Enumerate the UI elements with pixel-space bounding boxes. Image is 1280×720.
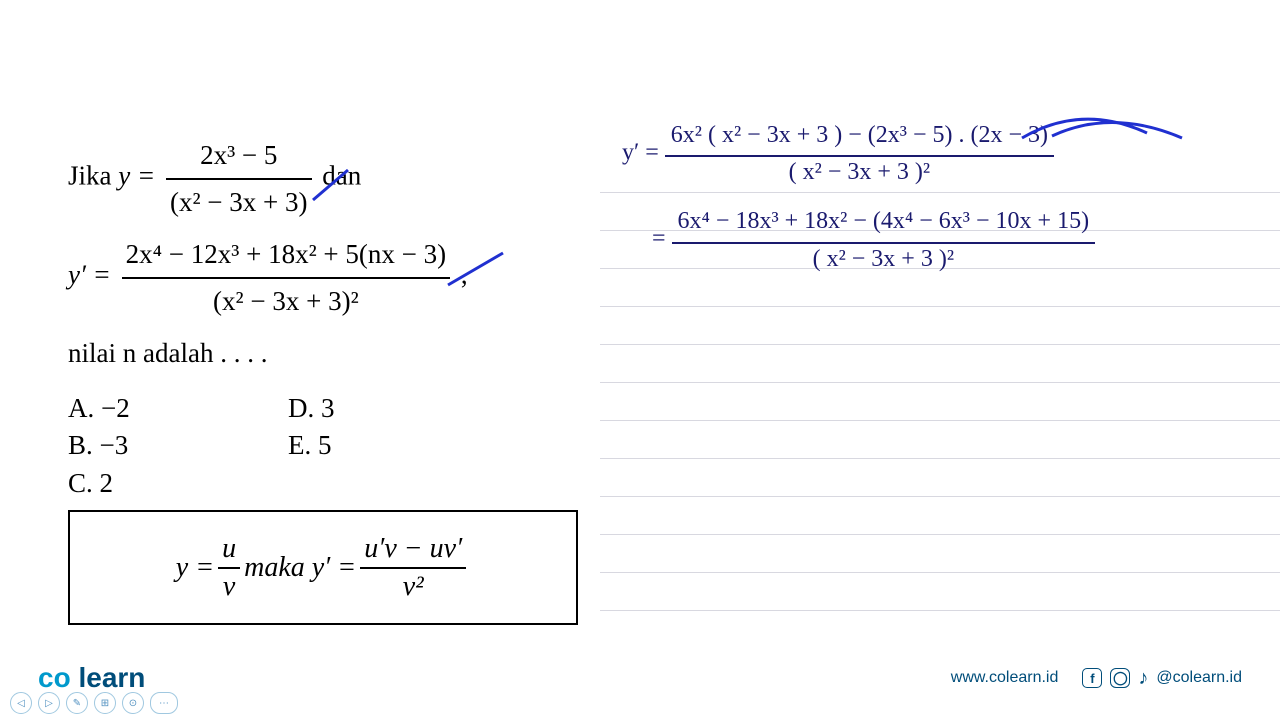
hw-line2-num: 6x⁴ − 18x³ + 18x² − (4x⁴ − 6x³ − 10x + 1…: [672, 206, 1096, 243]
fraction-2: 2x⁴ − 12x³ + 18x² + 5(nx − 3) (x² − 3x +…: [122, 234, 451, 321]
logo-learn: learn: [78, 662, 145, 693]
problem-line1: Jika y = 2x³ − 5 (x² − 3x + 3) dan: [68, 135, 588, 222]
formula-rhs-den: v²: [360, 569, 466, 603]
handwriting-block: y′ = 6x² ( x² − 3x + 3 ) − (2x³ − 5) . (…: [622, 120, 1232, 283]
hw-line1-den: ( x² − 3x + 3 )²: [789, 159, 930, 185]
footer-right: www.colearn.id f ◯ ♪ @colearn.id: [951, 667, 1242, 690]
yprime-equals: y′ =: [68, 260, 118, 290]
more-button[interactable]: ⋯: [150, 692, 178, 714]
hw-yprime: y′ =: [622, 140, 665, 166]
social-icons: f ◯ ♪ @colearn.id: [1082, 667, 1242, 690]
facebook-icon: f: [1082, 668, 1102, 688]
arc-annotation: [1012, 108, 1212, 148]
formula-u: u: [218, 533, 240, 569]
hw-line2: = 6x⁴ − 18x³ + 18x² − (4x⁴ − 6x³ − 10x +…: [622, 206, 1232, 274]
option-b: B. −3: [68, 427, 288, 465]
footer-url: www.colearn.id: [951, 669, 1059, 687]
social-handle: @colearn.id: [1156, 669, 1242, 687]
option-d: D. 3: [288, 390, 508, 428]
comma: ,: [461, 260, 468, 290]
hw-line1-num: 6x² ( x² − 3x + 3 ) − (2x³ − 5) . (2x − …: [665, 120, 1054, 157]
footer: co learn www.colearn.id f ◯ ♪ @colearn.i…: [0, 658, 1280, 698]
frac2-denominator: (x² − 3x + 3)²: [122, 279, 451, 322]
zoom-button[interactable]: ⊙: [122, 692, 144, 714]
menu-button[interactable]: ⊞: [94, 692, 116, 714]
frac1-denominator: (x² − 3x + 3): [166, 180, 312, 223]
formula-uv: u v: [218, 533, 240, 603]
frac1-numerator: 2x³ − 5: [166, 135, 312, 180]
fraction-1: 2x³ − 5 (x² − 3x + 3): [166, 135, 312, 222]
player-controls: ◁ ▷ ✎ ⊞ ⊙ ⋯: [10, 692, 178, 714]
logo-co: co: [38, 662, 71, 693]
formula-maka: maka y′ =: [244, 552, 356, 584]
tiktok-icon: ♪: [1138, 667, 1148, 690]
play-button[interactable]: ▷: [38, 692, 60, 714]
instagram-icon: ◯: [1110, 668, 1130, 688]
dan-text: dan: [322, 161, 361, 191]
hw-line2-den: ( x² − 3x + 3 )²: [813, 246, 954, 272]
problem-line2: y′ = 2x⁴ − 12x³ + 18x² + 5(nx − 3) (x² −…: [68, 234, 588, 321]
logo: co learn: [38, 662, 145, 694]
formula-box: y = u v maka y′ = u′v − uv′ v²: [68, 510, 578, 625]
option-a: A. −2: [68, 390, 288, 428]
y-equals: y =: [118, 161, 162, 191]
edit-button[interactable]: ✎: [66, 692, 88, 714]
option-c: C. 2: [68, 465, 288, 503]
formula-rhs-num: u′v − uv′: [360, 533, 466, 569]
formula-v: v: [218, 569, 240, 603]
nilai-text: nilai n adalah . . . .: [68, 333, 588, 374]
prev-button[interactable]: ◁: [10, 692, 32, 714]
formula-rhs: u′v − uv′ v²: [360, 533, 466, 603]
formula-lhs: y =: [176, 552, 214, 584]
hw-eq2: =: [652, 226, 672, 252]
frac2-numerator: 2x⁴ − 12x³ + 18x² + 5(nx − 3): [122, 234, 451, 279]
problem-block: Jika y = 2x³ − 5 (x² − 3x + 3) dan y′ = …: [68, 135, 588, 503]
jika-text: Jika: [68, 161, 118, 191]
options-block: A. −2 D. 3 B. −3 E. 5 C. 2: [68, 390, 588, 503]
option-e: E. 5: [288, 427, 508, 465]
